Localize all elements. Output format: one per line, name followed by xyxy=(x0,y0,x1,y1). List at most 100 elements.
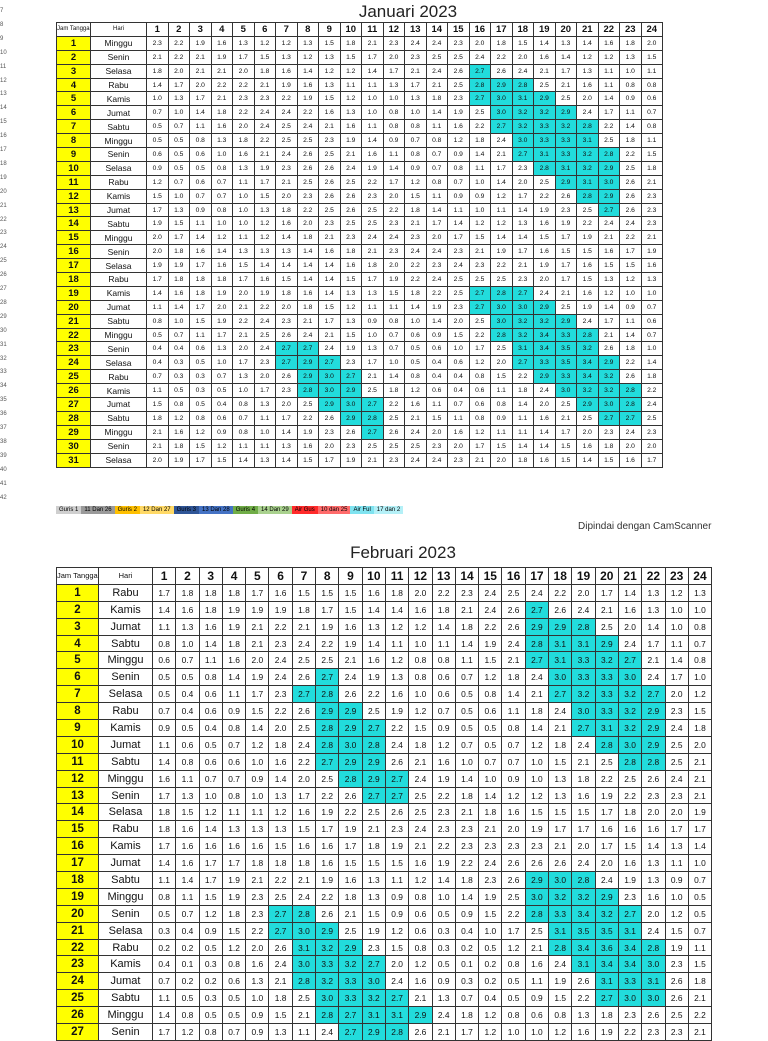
day-cell: Selasa xyxy=(90,160,147,176)
tide-value-cell: 1.7 xyxy=(597,105,620,121)
tide-value-cell: 2.4 xyxy=(576,313,599,329)
tide-value-cell: 1.1 xyxy=(198,651,223,670)
tide-value-cell: 2.1 xyxy=(454,600,480,619)
table-row: 7 Sabtu 0.5 0.7 1.1 1.6 2.0 2.4 2.5 2.4 2.1 1.6 1.1 0… xyxy=(56,119,663,135)
tide-value-cell: 1.9 xyxy=(146,258,169,274)
tide-value-cell: 1.6 xyxy=(175,837,200,856)
tide-value-cell: 1.4 xyxy=(198,634,223,653)
tide-value-cell: 1.4 xyxy=(275,230,298,246)
tide-value-cell: 1.7 xyxy=(361,355,384,371)
tide-value-cell: 1.7 xyxy=(454,1023,480,1041)
tide-value-cell: 1.2 xyxy=(408,702,433,721)
tide-value-cell: 2.6 xyxy=(447,63,470,79)
tide-value-cell: 2.0 xyxy=(296,216,319,232)
tide-value-cell: 0.7 xyxy=(425,160,448,176)
tide-value-cell: 1.3 xyxy=(554,35,577,51)
tide-value-cell: 1.2 xyxy=(490,216,513,232)
tide-value-cell: 2.4 xyxy=(641,921,666,940)
tide-value-cell: 0.7 xyxy=(189,188,212,204)
tide-value-cell: 1.0 xyxy=(524,769,550,788)
table-row: 18 Rabu 1.7 1.8 1.8 1.8 1.7 1.6 1.5 1.4 1.4 1.5 1.7 1… xyxy=(56,272,663,287)
tide-value-cell: 1.0 xyxy=(210,355,233,371)
tide-value-cell: 1.2 xyxy=(664,583,689,602)
date-cell: 23 xyxy=(56,341,91,357)
tide-value-cell: 3.2 xyxy=(554,119,577,135)
tide-value-cell: 1.3 xyxy=(597,272,620,287)
tide-value-cell: 2.2 xyxy=(619,147,642,162)
tide-value-cell: 1.6 xyxy=(175,854,200,873)
tide-value-cell: 2.3 xyxy=(339,438,362,454)
tide-value-cell: 2.5 xyxy=(533,174,556,190)
tide-value-cell: 0.5 xyxy=(210,383,233,399)
tide-value-cell: 2.5 xyxy=(315,651,340,670)
tide-value-cell: 0.7 xyxy=(687,634,713,653)
sheet-row-number: 24 xyxy=(0,244,7,251)
date-cell: 11 xyxy=(56,174,91,190)
tide-value-cell: 1.6 xyxy=(384,685,410,704)
tide-value-cell: 1.1 xyxy=(151,989,177,1008)
tide-value-cell: 2.7 xyxy=(594,989,619,1008)
tide-value-cell: 1.4 xyxy=(296,244,319,260)
tide-value-cell: 1.6 xyxy=(338,871,363,889)
day-cell: Senin xyxy=(90,49,147,65)
day-cell: Minggu xyxy=(98,651,153,670)
tide-value-cell: 1.6 xyxy=(245,955,270,974)
tide-value-cell: 0.5 xyxy=(404,341,427,357)
tide-value-cell: 1.1 xyxy=(524,972,550,991)
tide-value-cell: 1.1 xyxy=(151,617,177,636)
hour-header: 8 xyxy=(315,567,340,585)
sheet-row-number: 39 xyxy=(0,452,7,459)
date-cell: 9 xyxy=(56,719,99,737)
day-cell: Rabu xyxy=(90,174,147,190)
tide-value-cell: 2.1 xyxy=(533,63,556,79)
tide-value-cell: 0.3 xyxy=(454,972,480,991)
tide-value-cell: 0.8 xyxy=(189,410,212,426)
tide-value-cell: 2.6 xyxy=(275,327,298,343)
tide-value-cell: 1.3 xyxy=(232,160,255,176)
tide-value-cell: 0.3 xyxy=(431,938,456,957)
tide-value-cell: 1.4 xyxy=(687,837,713,856)
tide-value-cell: 2.4 xyxy=(291,735,317,754)
tide-value-cell: 3.3 xyxy=(533,119,556,135)
day-cell: Jumat xyxy=(98,972,153,991)
tide-value-cell: 1.8 xyxy=(210,105,233,121)
tide-value-cell: 1.5 xyxy=(478,651,503,670)
tide-value-cell: 2.6 xyxy=(619,174,642,190)
tide-value-cell: 2.8 xyxy=(338,769,363,788)
tide-value-cell: 0.7 xyxy=(640,327,663,343)
tide-value-cell: 2.9 xyxy=(318,397,341,412)
tide-value-cell: 1.1 xyxy=(232,438,255,454)
tide-value-cell: 0.4 xyxy=(425,355,448,371)
tide-value-cell: 1.2 xyxy=(431,735,456,754)
tide-value-cell: 0.5 xyxy=(175,719,200,737)
tide-value-cell: 0.8 xyxy=(382,313,405,329)
tide-value-cell: 2.2 xyxy=(245,921,270,940)
date-cell: 19 xyxy=(56,887,99,906)
sheet-row-number: 15 xyxy=(0,119,7,126)
tide-value-cell: 1.1 xyxy=(384,871,410,889)
tide-value-cell: 1.5 xyxy=(447,327,470,343)
tide-value-cell: 2.7 xyxy=(597,410,620,426)
tide-value-cell: 1.1 xyxy=(232,174,255,190)
tide-value-cell: 2.4 xyxy=(619,424,642,440)
tide-value-cell: 1.2 xyxy=(468,216,491,232)
tide-value-cell: 2.3 xyxy=(454,837,480,856)
tide-value-cell: 2.6 xyxy=(338,786,363,805)
tide-value-cell: 1.0 xyxy=(146,91,169,107)
tide-value-cell: 2.4 xyxy=(338,668,363,687)
tide-value-cell: 2.4 xyxy=(533,285,556,301)
tide-value-cell: 0.6 xyxy=(425,341,448,357)
tide-value-cell: 1.2 xyxy=(146,174,169,190)
tide-value-cell: 1.8 xyxy=(296,230,319,246)
tide-value-cell: 1.4 xyxy=(296,272,319,287)
tide-value-cell: 2.4 xyxy=(404,424,427,440)
hour-header: 20 xyxy=(554,22,577,37)
tide-value-cell: 1.4 xyxy=(511,230,534,246)
tide-value-cell: 1.4 xyxy=(454,887,480,906)
hour-header: 18 xyxy=(548,567,573,585)
tide-value-cell: 2.1 xyxy=(597,327,620,343)
tide-value-cell: 1.1 xyxy=(597,77,620,93)
tide-value-cell: 2.1 xyxy=(232,327,255,343)
tide-value-cell: 1.1 xyxy=(664,634,689,653)
tide-value-cell: 1.7 xyxy=(245,583,270,602)
